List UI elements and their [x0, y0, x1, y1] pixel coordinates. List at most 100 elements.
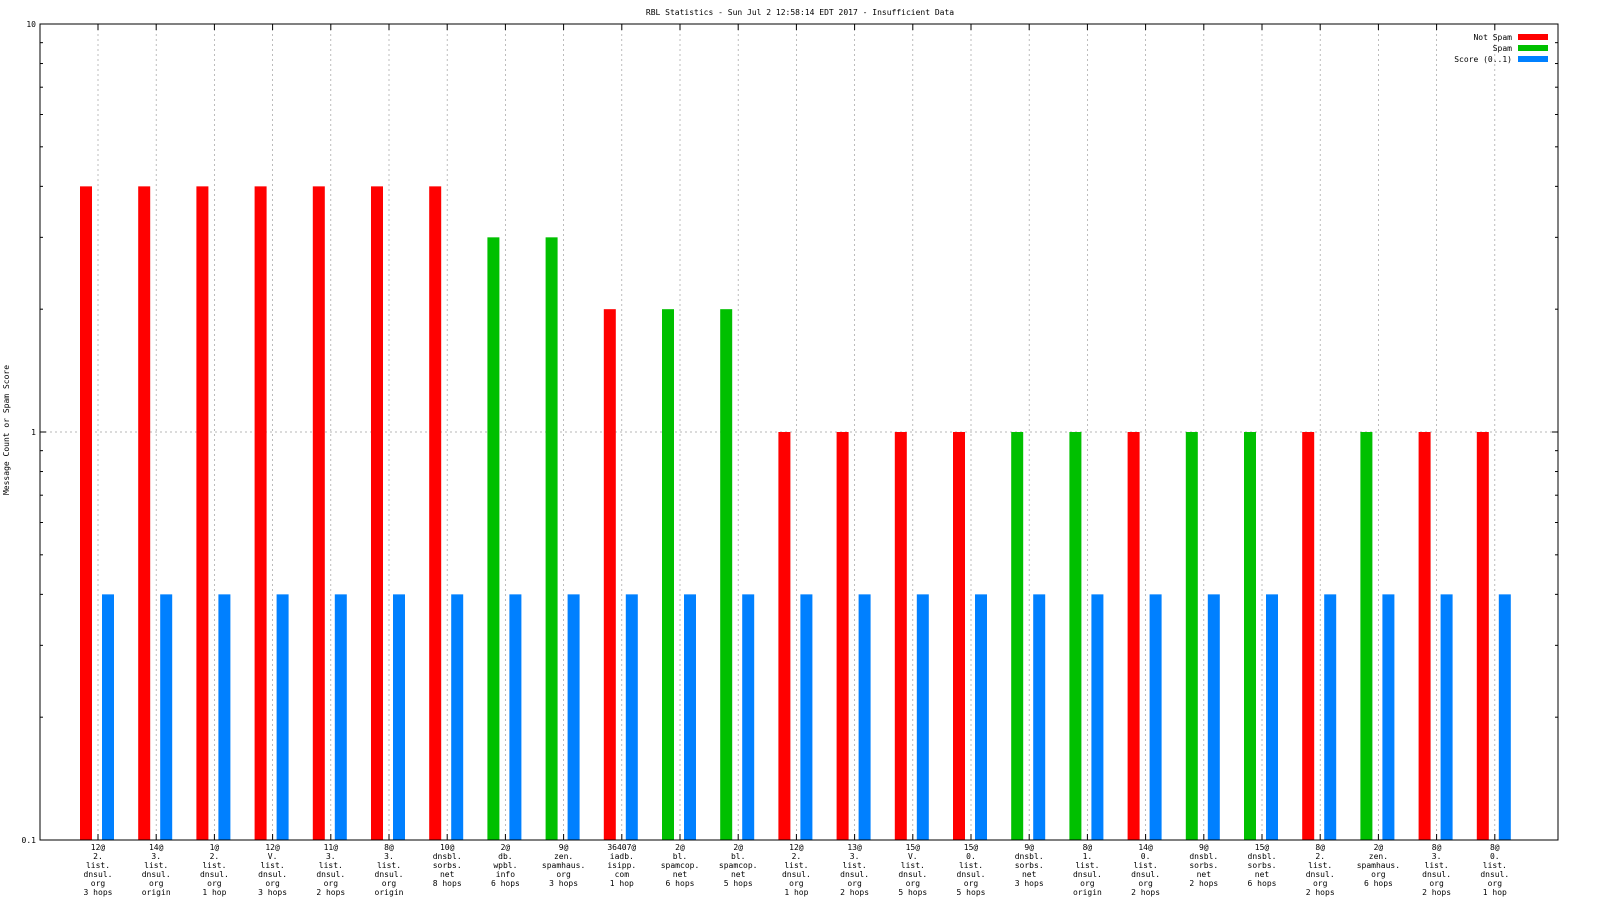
x-tick-label-line: 2 hops [1306, 888, 1335, 897]
score-bar [509, 594, 522, 840]
x-tick-label-line: org [382, 879, 397, 888]
score-bar [276, 594, 289, 840]
x-tick-label-line: origin [1073, 888, 1102, 897]
x-tick-label-line: info [496, 870, 515, 879]
x-tick-label-line: zen. [1369, 852, 1388, 861]
x-tick-label-line: 1@ [210, 843, 220, 852]
not-spam-bar [1302, 432, 1315, 840]
x-tick-label-line: list. [377, 861, 401, 870]
score-bar [1440, 594, 1453, 840]
x-tick-label-line: 5 hops [898, 888, 927, 897]
spam-bar [1011, 432, 1024, 840]
x-tick-label-line: list. [1308, 861, 1332, 870]
x-tick-label: 12@ V. list. dnsul. org 3 hops [258, 843, 287, 897]
x-tick-label-line: dnsbl. [1248, 852, 1277, 861]
x-tick-label-line: org [789, 879, 804, 888]
score-bar [334, 594, 347, 840]
score-bar [160, 594, 173, 840]
x-tick-label-line: 2. [210, 852, 220, 861]
x-tick-label-line: 0. [1490, 852, 1500, 861]
x-tick-label-line: net [731, 870, 746, 879]
x-tick-label-line: sorbs. [1248, 861, 1277, 870]
x-tick-label-line: 3 hops [1015, 879, 1044, 888]
x-tick-label-line: 3. [1432, 852, 1442, 861]
x-tick-label-line: org [91, 879, 106, 888]
x-tick-label: 9@ dnsbl. sorbs. net 3 hops [1015, 843, 1044, 888]
x-tick-label-line: origin [375, 888, 404, 897]
x-tick-label-line: iadb. [610, 852, 634, 861]
legend-swatch [1518, 34, 1548, 40]
x-tick-label: 8@ 3. list. dnsul. org origin [375, 843, 404, 897]
x-tick-label: 14@ 0. list. dnsul. org 2 hops [1131, 843, 1160, 897]
not-spam-bar [80, 186, 92, 841]
x-tick-label-line: 12@ [789, 843, 804, 852]
score-bar [1266, 594, 1278, 840]
score-bar [451, 594, 464, 840]
score-bar [1324, 594, 1337, 840]
x-tick-label-line: 11@ [324, 843, 339, 852]
not-spam-bar [254, 186, 267, 841]
x-tick-label-line: org [906, 879, 921, 888]
x-tick-label-line: 2@ [733, 843, 743, 852]
x-tick-label-line: 5 hops [724, 879, 753, 888]
legend-swatch [1518, 56, 1548, 62]
x-tick-label-line: dnsul. [957, 870, 986, 879]
x-tick-label-line: dnsbl. [1015, 852, 1044, 861]
legend-swatch [1518, 45, 1548, 51]
x-tick-label: 36407@ iadb. isipp. com 1 hop [607, 843, 636, 888]
spam-bar [1069, 432, 1082, 840]
x-tick-label: 1@ 2. list. dnsul. org 1 hop [200, 843, 229, 897]
x-tick-label-line: 6 hops [1364, 879, 1393, 888]
x-tick-label: 2@ db. wpbl. info 6 hops [491, 843, 520, 888]
x-tick-label: 2@ zen. spamhaus. org 6 hops [1357, 843, 1400, 888]
x-tick-label-line: 2 hops [840, 888, 869, 897]
x-tick-label-line: sorbs. [1189, 861, 1218, 870]
x-tick-label-line: net [440, 870, 455, 879]
x-tick-label-line: list. [319, 861, 343, 870]
x-tick-label-line: dnsul. [84, 870, 113, 879]
x-tick-label: 11@ 3. list. dnsul. org 2 hops [316, 843, 345, 897]
x-tick-label: 2@ bl. spamcop. net 6 hops [661, 843, 700, 888]
x-tick-label-line: origin [142, 888, 171, 897]
x-tick-label-line: 2 hops [1189, 879, 1218, 888]
x-tick-label-line: dnsul. [898, 870, 927, 879]
x-tick-label-line: dnsul. [782, 870, 811, 879]
x-tick-label-line: net [1255, 870, 1270, 879]
x-tick-label-line: 9@ [1199, 843, 1209, 852]
x-tick-label-line: 2. [93, 852, 103, 861]
x-tick-label-line: 3. [384, 852, 394, 861]
x-tick-label: 8@ 1. list. dnsul. org origin [1073, 843, 1102, 897]
x-tick-label-line: 6 hops [1248, 879, 1277, 888]
x-tick-label: 9@ dnsbl. sorbs. net 2 hops [1189, 843, 1218, 888]
x-tick-label-line: dnsul. [1422, 870, 1451, 879]
x-tick-label-line: dnsul. [316, 870, 345, 879]
x-tick-label-line: org [556, 870, 571, 879]
score-bar [625, 594, 638, 840]
spam-bar [1360, 432, 1373, 840]
x-tick-label-line: 15@ [964, 843, 979, 852]
x-tick-label-line: 8 hops [433, 879, 462, 888]
x-tick-label-line: 8@ [1083, 843, 1093, 852]
x-tick-label: 15@ V. list. dnsul. org 5 hops [898, 843, 927, 897]
score-bar [975, 594, 987, 840]
not-spam-bar [196, 186, 209, 841]
x-tick-label-line: 14@ [1138, 843, 1153, 852]
x-tick-label-line: org [149, 879, 164, 888]
x-tick-label-line: V. [908, 852, 918, 861]
x-tick-label-line: 2. [1315, 852, 1325, 861]
x-tick-label-line: list. [901, 861, 925, 870]
x-tick-label-line: 6 hops [666, 879, 695, 888]
x-tick-label-line: dnsul. [375, 870, 404, 879]
x-tick-label-line: list. [86, 861, 110, 870]
x-tick-label-line: dnsbl. [1189, 852, 1218, 861]
score-bar [1382, 594, 1395, 840]
x-tick-label-line: 5 hops [957, 888, 986, 897]
x-tick-label-line: 15@ [1255, 843, 1270, 852]
x-tick-label-line: 9@ [1024, 843, 1034, 852]
not-spam-bar [371, 186, 383, 841]
score-bar [800, 594, 813, 840]
y-tick-label: 0.1 [22, 836, 37, 845]
x-tick-label-line: bl. [731, 852, 745, 861]
x-tick-label-line: sorbs. [1015, 861, 1044, 870]
